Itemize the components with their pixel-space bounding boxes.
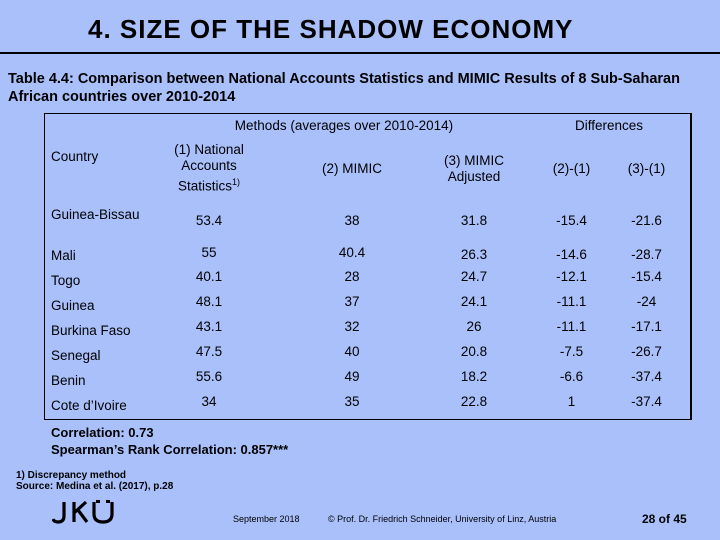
table-frame bbox=[44, 113, 692, 420]
table-cell-national: 34 bbox=[201, 394, 217, 409]
table-cell-diff-3-1: -21.6 bbox=[631, 213, 662, 228]
table-cell-adjusted: 26.3 bbox=[460, 247, 488, 262]
table-cell-national: 55.6 bbox=[195, 369, 223, 384]
table-cell-diff-2-1: -14.6 bbox=[556, 247, 587, 262]
table-cell-diff-2-1: -11.1 bbox=[556, 294, 587, 309]
table-cell-diff-3-1: -17.1 bbox=[631, 319, 662, 334]
table-cell-diff-3-1: -26.7 bbox=[631, 344, 662, 359]
table-cell-diff-3-1: -37.4 bbox=[631, 394, 662, 409]
table-cell-mimic: 32 bbox=[344, 319, 360, 334]
footnotes: 1) Discrepancy method Source: Medina et … bbox=[16, 470, 173, 492]
table-cell-national: 40.1 bbox=[195, 269, 223, 284]
table-row-country: Togo bbox=[51, 273, 81, 288]
table-cell-diff-2-1: -11.1 bbox=[556, 319, 587, 334]
table-cell-mimic: 40.4 bbox=[338, 245, 366, 260]
footnote-1: 1) Discrepancy method bbox=[16, 470, 127, 481]
table-cell-diff-2-1: -15.4 bbox=[556, 213, 587, 228]
table-row-country: Guinea bbox=[51, 298, 95, 313]
table-row-country: Benin bbox=[51, 373, 86, 388]
table-cell-diff-2-1: 1 bbox=[567, 394, 576, 409]
table-cell-national: 55 bbox=[201, 245, 217, 260]
table-row-country: Cote d’Ivoire bbox=[51, 398, 127, 413]
table-cell-diff-3-1: -15.4 bbox=[631, 269, 662, 284]
table-row-country: Burkina Faso bbox=[51, 323, 131, 338]
table-cell-diff-3-1: -37.4 bbox=[631, 369, 662, 384]
header-diff-3-1: (3)-(1) bbox=[627, 161, 666, 176]
footer-author: © Prof. Dr. Friedrich Schneider, Univers… bbox=[328, 514, 557, 524]
table-cell-adjusted: 18.2 bbox=[460, 369, 488, 384]
header-country: Country bbox=[51, 149, 99, 164]
rank-correlation-value: Spearman’s Rank Correlation: 0.857*** bbox=[51, 442, 289, 457]
header-national-accounts: (1) National Accounts Statistics1) bbox=[154, 142, 264, 195]
table-cell-adjusted: 31.8 bbox=[460, 213, 488, 228]
header-national-accounts-label: (1) National Accounts Statistics bbox=[174, 142, 244, 194]
page-number: 28 of 45 bbox=[642, 512, 687, 526]
table-cell-diff-2-1: -7.5 bbox=[559, 344, 584, 359]
table-cell-mimic: 35 bbox=[344, 394, 360, 409]
correlation-value: Correlation: 0.73 bbox=[51, 425, 154, 440]
table-cell-mimic: 38 bbox=[344, 213, 360, 228]
table-cell-adjusted: 26 bbox=[466, 319, 482, 334]
header-diff-2-1: (2)-(1) bbox=[552, 161, 591, 176]
table-cell-national: 53.4 bbox=[195, 213, 223, 228]
table-row-country: Mali bbox=[51, 248, 76, 263]
footer-date: September 2018 bbox=[233, 514, 300, 524]
table-cell-national: 48.1 bbox=[195, 294, 223, 309]
table-caption: Table 4.4: Comparison between National A… bbox=[8, 71, 680, 105]
table-cell-diff-3-1: -28.7 bbox=[631, 247, 662, 262]
table-cell-mimic: 28 bbox=[344, 269, 360, 284]
header-methods-group: Methods (averages over 2010-2014) bbox=[234, 118, 454, 133]
table-cell-mimic: 40 bbox=[344, 344, 360, 359]
header-differences-group: Differences bbox=[574, 118, 644, 133]
table-cell-adjusted: 24.1 bbox=[460, 294, 488, 309]
source-note: Source: Medina et al. (2017), p.28 bbox=[16, 481, 174, 492]
jku-logo bbox=[52, 500, 114, 524]
header-footnote-marker: 1) bbox=[232, 177, 241, 187]
header-mimic-adjusted: (3) MIMIC Adjusted bbox=[444, 153, 504, 184]
table-cell-diff-2-1: -12.1 bbox=[556, 269, 587, 284]
table-cell-national: 43.1 bbox=[195, 319, 223, 334]
table-cell-national: 47.5 bbox=[195, 344, 223, 359]
table-cell-adjusted: 20.8 bbox=[460, 344, 488, 359]
table-row-country: Senegal bbox=[51, 348, 101, 363]
title-divider bbox=[0, 52, 720, 54]
table-cell-adjusted: 22.8 bbox=[460, 394, 488, 409]
header-mimic: (2) MIMIC bbox=[322, 161, 382, 176]
table-row-country: Guinea-Bissau bbox=[51, 207, 140, 222]
correlation-block: Correlation: 0.73 Spearman’s Rank Correl… bbox=[51, 424, 288, 458]
table-cell-mimic: 37 bbox=[344, 294, 360, 309]
slide-title: 4. SIZE OF THE SHADOW ECONOMY bbox=[88, 14, 574, 44]
table-cell-mimic: 49 bbox=[344, 369, 360, 384]
table-cell-diff-3-1: -24 bbox=[636, 294, 657, 309]
table-cell-diff-2-1: -6.6 bbox=[559, 369, 584, 384]
table-cell-adjusted: 24.7 bbox=[460, 269, 488, 284]
comparison-table: Methods (averages over 2010-2014) Differ… bbox=[44, 113, 692, 420]
